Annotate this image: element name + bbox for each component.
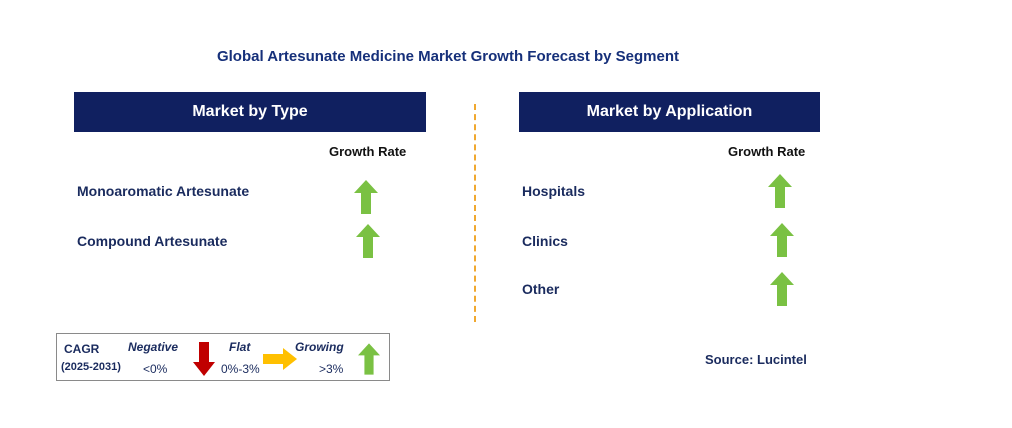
down-arrow-icon — [193, 342, 215, 376]
market-by-type-header: Market by Type — [74, 92, 426, 132]
legend-cagr-label: CAGR — [64, 342, 100, 356]
up-arrow-icon — [356, 224, 380, 258]
source-label: Source: Lucintel — [705, 352, 807, 367]
legend-growing-label: Growing — [295, 340, 344, 354]
market-by-application-header: Market by Application — [519, 92, 820, 132]
legend-flat-label: Flat — [229, 340, 251, 354]
type-row-label: Monoaromatic Artesunate — [77, 183, 250, 199]
up-arrow-icon — [354, 180, 378, 214]
legend-negative-label: Negative — [128, 340, 179, 354]
right-arrow-icon — [263, 348, 297, 370]
type-row-label: Compound Artesunate — [77, 233, 228, 249]
legend-flat-range: 0%-3% — [221, 362, 260, 376]
up-arrow-icon — [358, 343, 380, 375]
chart-title: Global Artesunate Medicine Market Growth… — [216, 48, 680, 65]
growth-rate-label-right: Growth Rate — [728, 144, 806, 159]
growth-rate-label-left: Growth Rate — [329, 144, 407, 159]
application-row-label: Other — [522, 281, 560, 297]
panel-divider — [474, 104, 476, 322]
legend-growing-range: >3% — [319, 362, 344, 376]
application-row-label: Clinics — [522, 233, 568, 249]
up-arrow-icon — [770, 223, 794, 257]
up-arrow-icon — [768, 174, 792, 208]
cagr-legend: CAGR (2025-2031) Negative <0% Flat 0%-3%… — [56, 333, 390, 381]
legend-years: (2025-2031) — [61, 361, 121, 373]
legend-negative-range: <0% — [143, 362, 168, 376]
up-arrow-icon — [770, 272, 794, 306]
application-row-label: Hospitals — [522, 183, 586, 199]
